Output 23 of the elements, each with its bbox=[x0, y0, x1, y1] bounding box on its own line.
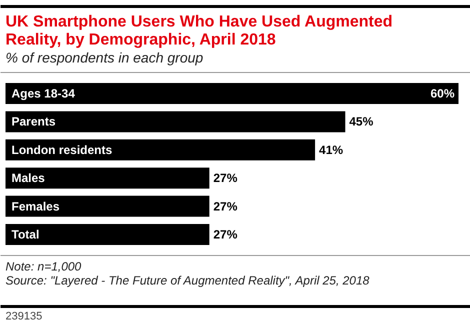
y-tick-label: Females bbox=[12, 199, 60, 214]
text: 239135 bbox=[6, 310, 42, 322]
data-label: 60% bbox=[430, 86, 455, 100]
chart-title: UK Smartphone Users Who Have Used Augmented Reality, by Demographic, April 2018 bbox=[6, 14, 393, 48]
data-label: 27% bbox=[213, 199, 238, 214]
y-tick-label: Total bbox=[12, 228, 40, 242]
text: Note: n=1,000 bbox=[6, 260, 82, 274]
y-tick-label: London residents bbox=[12, 142, 112, 157]
bar bbox=[6, 111, 346, 132]
bar bbox=[6, 168, 210, 189]
data-label: 27% bbox=[213, 171, 238, 186]
y-tick-label: Parents bbox=[12, 114, 56, 129]
bar bbox=[6, 196, 210, 217]
chart-subtitle: % of respondents in each group bbox=[6, 50, 204, 66]
y-tick-label: Ages 18-34 bbox=[12, 86, 76, 100]
bar bbox=[6, 224, 210, 245]
data-label: 41% bbox=[319, 142, 344, 157]
data-label: 45% bbox=[349, 114, 374, 129]
y-tick-label: Males bbox=[12, 171, 46, 186]
data-label: 27% bbox=[213, 228, 238, 242]
bar bbox=[6, 83, 458, 104]
source-note: Source: "Layered - The Future of Augmented Reality", April 25, 2018 bbox=[6, 274, 370, 288]
bar bbox=[6, 139, 316, 160]
